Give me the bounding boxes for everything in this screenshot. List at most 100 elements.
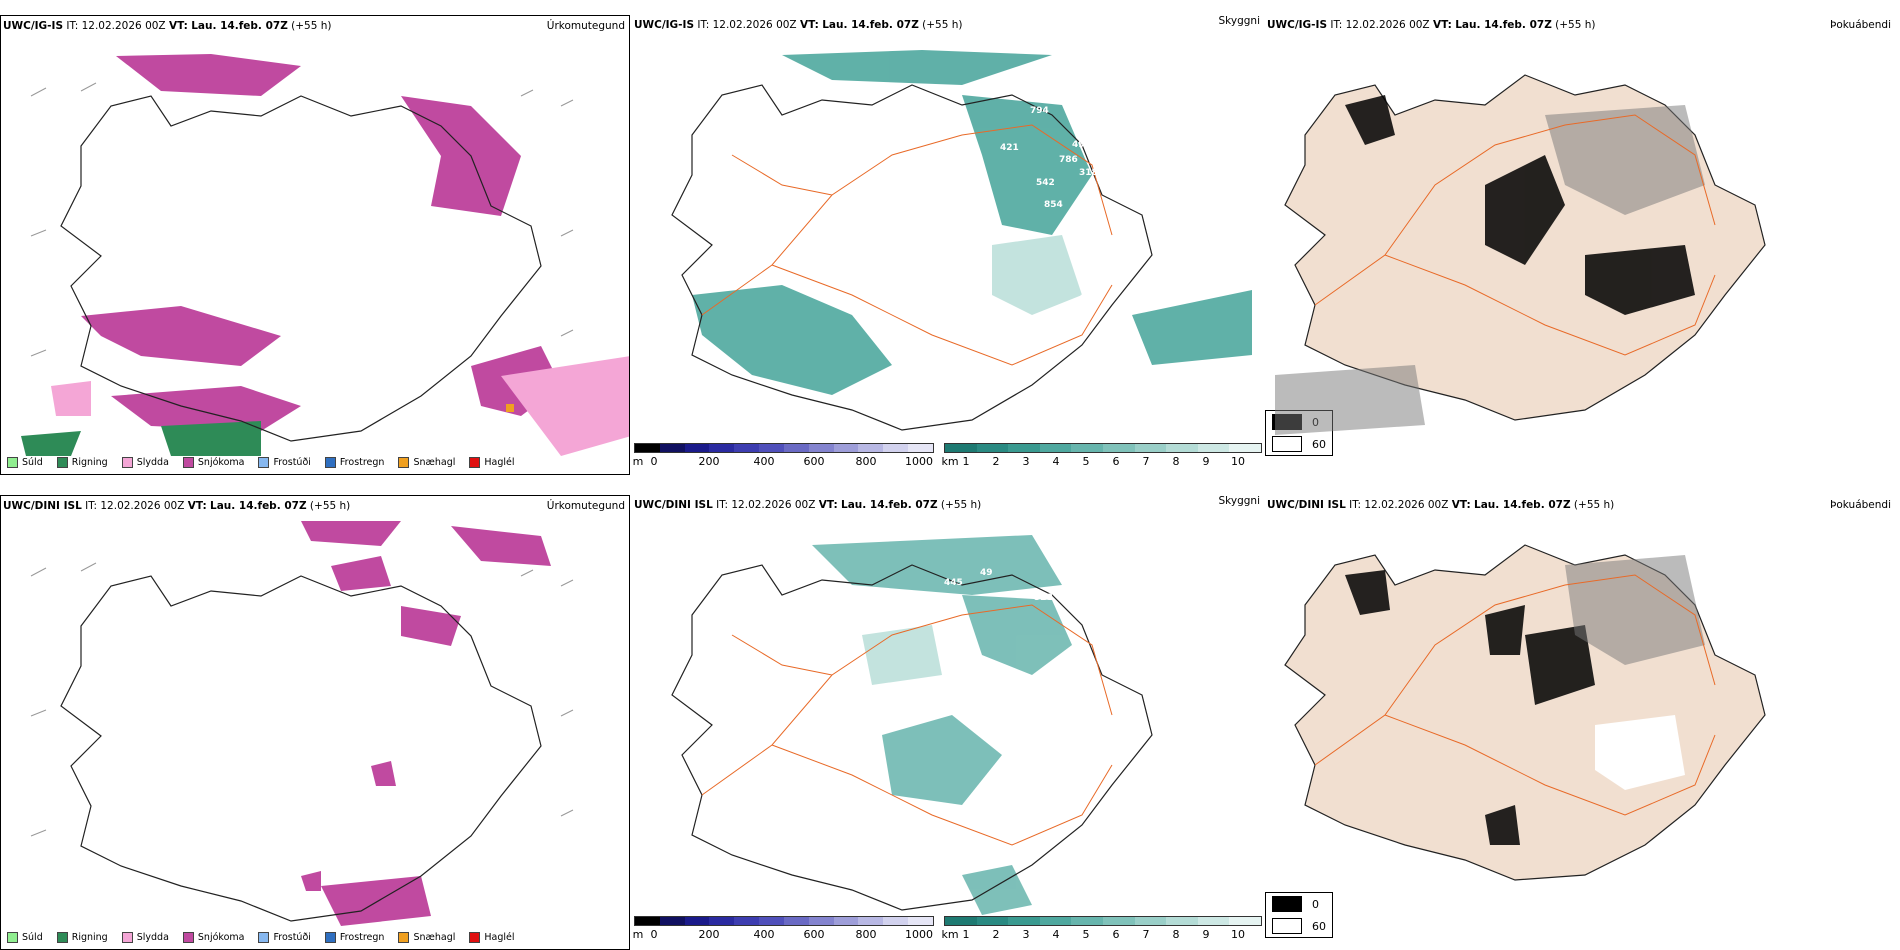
colorbar-tick: 3: [1022, 455, 1030, 468]
colorbar-unit: km: [941, 455, 959, 468]
ptype-title-row1: Úrkomutegund: [546, 20, 625, 32]
colorbar-tick: 400: [753, 455, 775, 468]
colorbar-segment: [783, 917, 809, 925]
vis-label: 667: [1140, 400, 1159, 410]
vis-label: 500: [1087, 213, 1106, 223]
fog-map-row1: [1275, 74, 1766, 435]
vis-label: 327: [1009, 733, 1028, 743]
vis-colorbar-m-row1: m 0 200 400 600 800 1000: [633, 443, 934, 471]
colorbar-tick: 5: [1082, 455, 1090, 468]
vis-label: 333: [1119, 183, 1138, 193]
fog-map-row2: [1284, 544, 1766, 881]
road-network: [701, 124, 1113, 366]
colorbar-segment: [759, 917, 784, 925]
colorbar-tick: 200: [698, 455, 720, 468]
colorbar-segment: [684, 444, 710, 452]
legend-item: Frostúði: [258, 932, 311, 943]
ptype-header-row1: UWC/IG-IS IT: 12.02.2026 00Z VT: Lau. 14…: [3, 20, 332, 32]
rain-areas: [21, 421, 261, 456]
colorbar-segment: [976, 917, 1009, 925]
snow-pellet-dot: [506, 404, 514, 412]
legend-item: Haglél: [469, 932, 515, 943]
colorbar-segment: [883, 444, 909, 452]
visibility-labels: 445 49 528 568 487 249 210 327 40: [915, 568, 1191, 868]
vis-title-row1: Skyggni: [1218, 15, 1261, 27]
fog-grey-areas: [1565, 555, 1705, 665]
iceland-coast: [671, 564, 1153, 911]
colorbar-tick: 3: [1022, 928, 1030, 941]
colorbar-segment: [734, 444, 760, 452]
colorbar-tick: 200: [698, 928, 720, 941]
fog-key-item: 60: [1266, 433, 1332, 455]
fog-key-item: 60: [1266, 915, 1332, 937]
colorbar-segment: [858, 917, 884, 925]
colorbar-tick: 1: [962, 928, 970, 941]
legend-item: Snæhagl: [398, 932, 455, 943]
colorbar-tick: 8: [1172, 455, 1180, 468]
colorbar-segment: [1134, 444, 1167, 452]
colorbar-km-bar: [944, 916, 1262, 926]
vis-label: 234: [1144, 163, 1163, 173]
colorbar-tick: 7: [1142, 455, 1150, 468]
colorbar-segment: [659, 444, 685, 452]
ptype-legend-row2: Súld Rigning Slydda Snjókoma Frostúði Fr…: [7, 932, 515, 943]
colorbar-segment: [1008, 444, 1040, 452]
fog-dark-areas: [1345, 95, 1695, 315]
legend-item: Haglél: [469, 457, 515, 468]
colorbar-km-ticks: km 1 2 3 4 5 6 7 8 9 10: [941, 928, 1262, 942]
vis-label: 487: [1124, 638, 1143, 648]
colorbar-tick: 7: [1142, 928, 1150, 941]
legend-item: Rigning: [56, 457, 108, 468]
fog-key-row2: 0 60: [1265, 892, 1333, 938]
colorbar-tick: 800: [855, 455, 877, 468]
fog-title-row1: Þokuábendi: [1830, 19, 1891, 31]
vis-label: 210: [1168, 662, 1187, 672]
colorbar-segment: [1008, 917, 1040, 925]
colorbar-unit: m: [632, 928, 644, 941]
vis-label: 980: [1112, 250, 1131, 260]
colorbar-tick: 4: [1052, 455, 1060, 468]
colorbar-segment: [945, 444, 977, 452]
fog-header-row1: UWC/IG-IS IT: 12.02.2026 00Z VT: Lau. 14…: [1267, 19, 1596, 31]
colorbar-segment: [858, 444, 884, 452]
vis-label: 49: [980, 568, 993, 578]
vis-label: 445: [944, 578, 963, 588]
legend-item: Snjókoma: [182, 457, 244, 468]
colorbar-m-ticks: m 0 200 400 600 800 1000: [632, 928, 934, 942]
vis-label: 414: [1099, 168, 1118, 178]
colorbar-tick: 5: [1082, 928, 1090, 941]
colorbar-tick: 10: [1231, 928, 1245, 941]
legend-item: Snjókoma: [182, 932, 244, 943]
colorbar-tick: 6: [1112, 928, 1120, 941]
vis-header-row1: UWC/IG-IS IT: 12.02.2026 00Z VT: Lau. 14…: [634, 19, 963, 31]
colorbar-tick: 1: [962, 455, 970, 468]
vis-label: 528: [1034, 593, 1053, 603]
legend-item: Rigning: [56, 932, 108, 943]
wind-barbs: [30, 82, 574, 357]
vis-label: 27: [1139, 183, 1152, 193]
colorbar-tick: 6: [1112, 455, 1120, 468]
snow-areas: [81, 54, 561, 431]
colorbar-segment: [709, 917, 735, 925]
fog-panel-row2: UWC/DINI ISL IT: 12.02.2026 00Z VT: Lau.…: [1265, 495, 1895, 885]
legend-item: Slydda: [121, 457, 169, 468]
legend-item: Slydda: [121, 932, 169, 943]
colorbar-segment: [883, 917, 909, 925]
colorbar-tick: 10: [1231, 455, 1245, 468]
colorbar-m-ticks: m 0 200 400 600 800 1000: [633, 455, 934, 469]
colorbar-segment: [1039, 444, 1072, 452]
ptype-header-row2: UWC/DINI ISL IT: 12.02.2026 00Z VT: Lau.…: [3, 500, 351, 512]
colorbar-tick: 0: [650, 928, 658, 941]
vis-label: 965: [1117, 133, 1136, 143]
iceland-coast: [60, 95, 542, 442]
vis-label: 286: [1090, 280, 1109, 290]
colorbar-tick: 1000: [905, 455, 933, 468]
colorbar-segment: [759, 444, 784, 452]
colorbar-segment: [783, 444, 809, 452]
colorbar-tick: 1000: [905, 928, 933, 941]
vis-title-row2: Skyggni: [1218, 495, 1261, 507]
vis-colorbar-km-row2: km 1 2 3 4 5 6 7 8 9 10: [941, 916, 1262, 944]
colorbar-segment: [808, 917, 834, 925]
colorbar-segment: [1102, 444, 1135, 452]
vis-label: 88: [1222, 390, 1235, 400]
